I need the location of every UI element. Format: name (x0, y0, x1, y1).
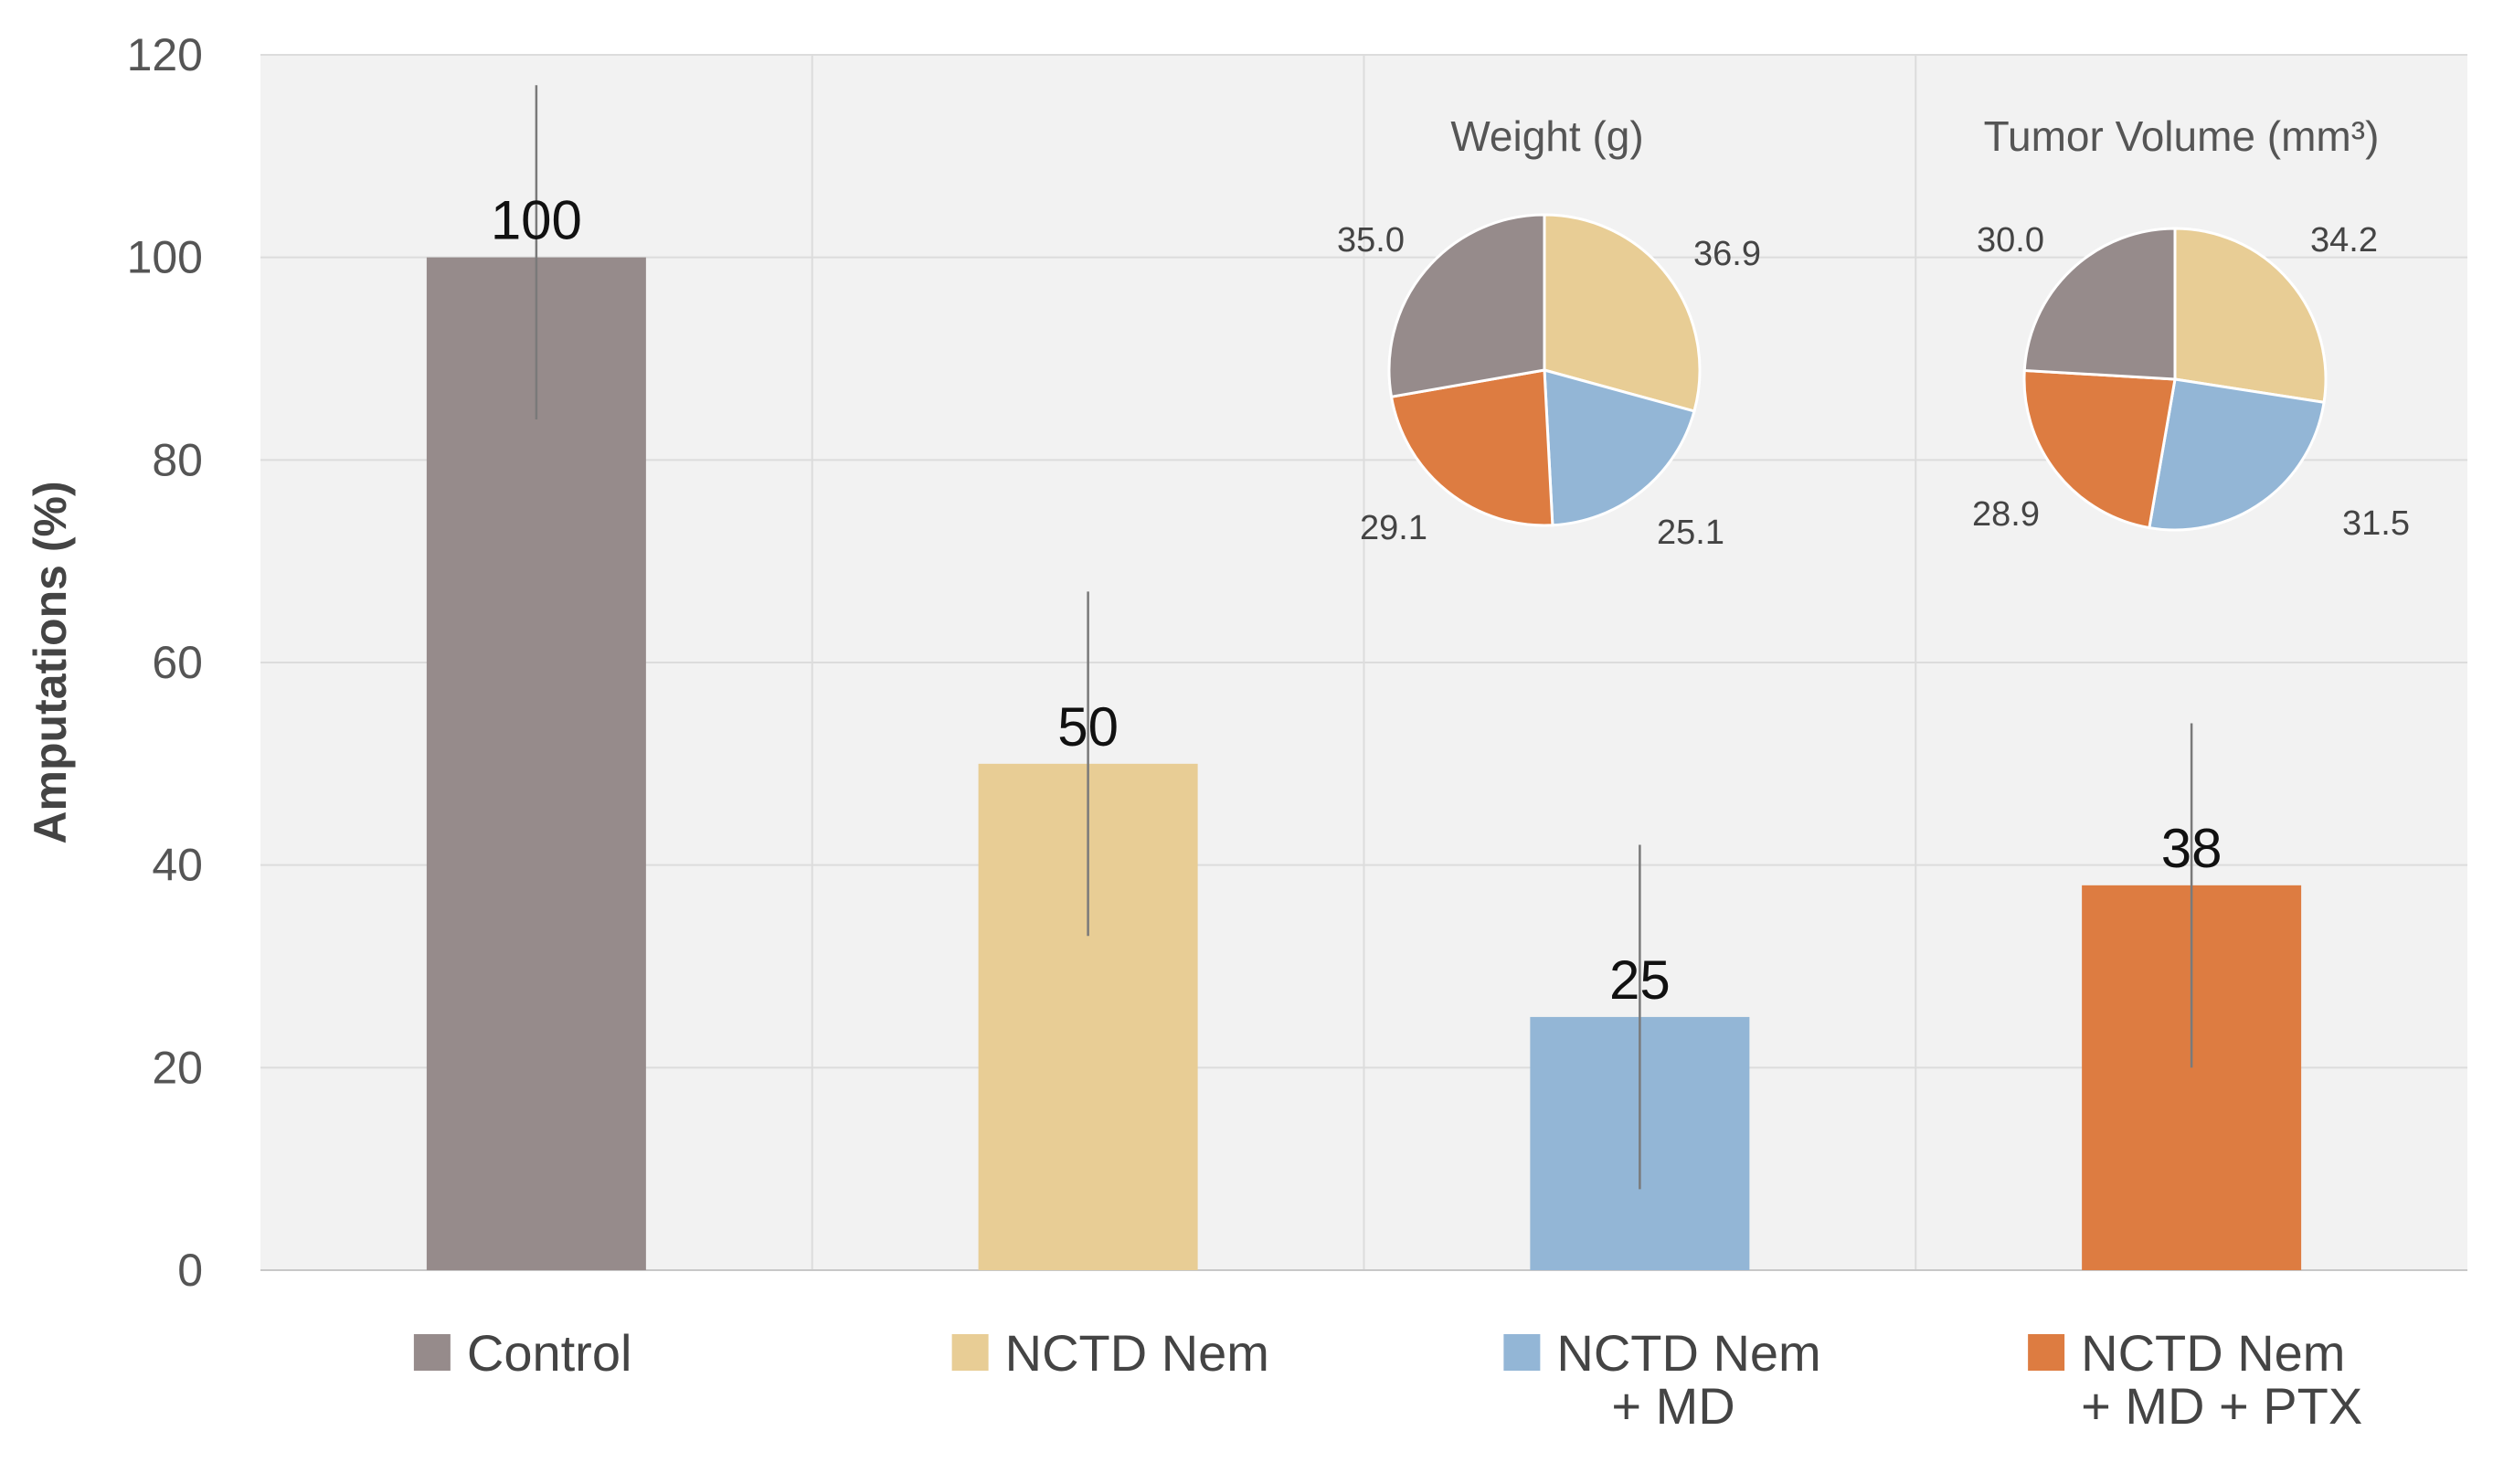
y-tick-label: 40 (152, 840, 203, 891)
bar-data-labels: 100 50 25 38 (491, 190, 2222, 1011)
pie-slice (2148, 377, 2326, 532)
pie-title: Tumor Volume (mm³) (1984, 112, 2380, 160)
pie-slice (2173, 227, 2328, 404)
pie-title: Weight (g) (1450, 112, 1643, 160)
pie-value-label: 30.0 (1977, 221, 2044, 260)
y-tick-label: 120 (127, 29, 203, 80)
bar-data-label: 50 (1057, 696, 1119, 758)
weight-pie: Weight (g) 36.9 25.1 29.1 35.0 (1337, 112, 1761, 552)
error-bars (535, 85, 2193, 1190)
bar-data-label: 38 (2161, 818, 2222, 879)
pie-value-label: 35.0 (1337, 221, 1405, 260)
y-axis-ticks: 0 20 40 60 80 100 120 (127, 29, 203, 1296)
pie-value-label: 31.5 (2342, 504, 2410, 543)
legend-swatch (1503, 1334, 1541, 1371)
category-label: + MD + PTX (2081, 1377, 2362, 1435)
legend-swatch (951, 1334, 989, 1371)
pie-value-label: 28.9 (1972, 495, 2040, 534)
tumor-volume-pie: Tumor Volume (mm³) 34.2 31.5 28.9 30.0 (1972, 112, 2410, 543)
category-label: + MD (1611, 1377, 1734, 1435)
y-tick-label: 0 (177, 1245, 203, 1296)
pie-slice (2022, 368, 2177, 530)
pie-value-label: 36.9 (1693, 235, 1761, 273)
pie-slice (2022, 227, 2177, 381)
pie-slice (1387, 213, 1546, 399)
bar (426, 257, 646, 1271)
bar-data-label: 25 (1609, 949, 1671, 1011)
category-label: NCTD Nem (2081, 1324, 2345, 1382)
y-axis-label: Amputations (%) (25, 481, 76, 843)
legend-swatch (2028, 1334, 2065, 1371)
bar-data-label: 100 (491, 190, 582, 251)
y-tick-label: 20 (152, 1042, 203, 1093)
bar-series (426, 257, 2302, 1271)
pie-value-label: 29.1 (1360, 509, 1427, 547)
category-label: NCTD Nem (1556, 1324, 1820, 1382)
category-label: Control (467, 1324, 632, 1382)
pie-slice (1543, 368, 1696, 527)
y-tick-label: 100 (127, 232, 203, 283)
pie-value-label: 25.1 (1657, 514, 1724, 552)
y-tick-label: 60 (152, 637, 203, 688)
pie-value-label: 34.2 (2310, 221, 2378, 260)
pie-slice (1389, 368, 1554, 527)
y-tick-label: 80 (152, 434, 203, 485)
legend-swatch (413, 1334, 451, 1371)
category-label: NCTD Nem (1005, 1324, 1269, 1382)
pie-slice (1543, 213, 1702, 413)
